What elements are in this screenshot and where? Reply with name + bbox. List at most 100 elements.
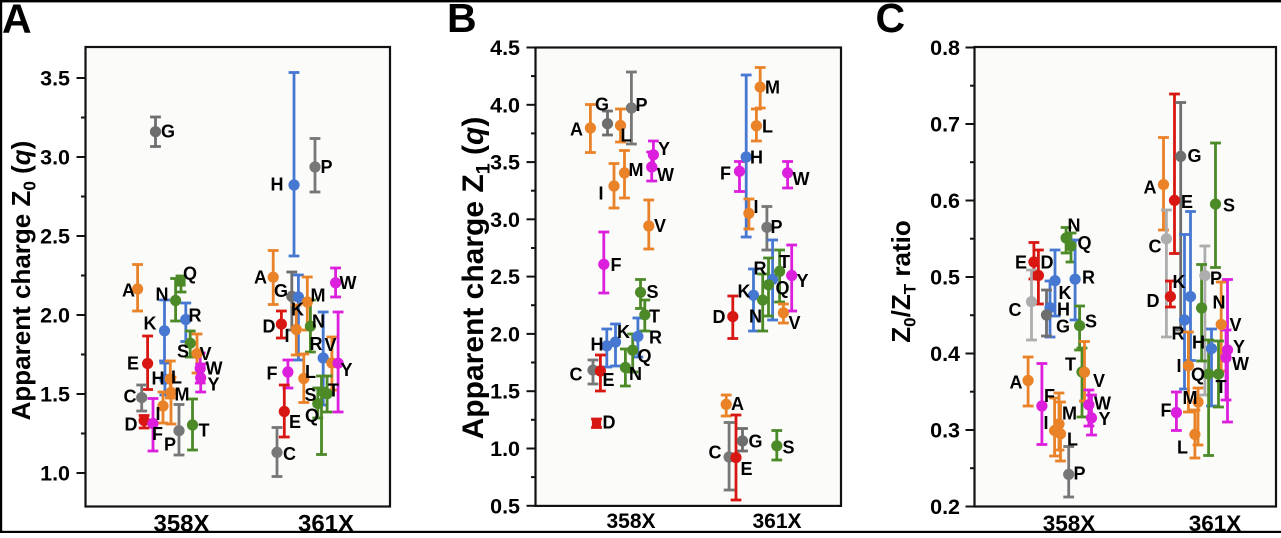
svg-text:R: R <box>754 259 767 279</box>
svg-text:361X: 361X <box>298 511 354 534</box>
svg-text:F: F <box>1161 401 1172 421</box>
svg-text:G: G <box>595 95 609 115</box>
svg-text:I: I <box>598 184 603 204</box>
svg-text:1.0: 1.0 <box>490 437 520 461</box>
svg-text:S: S <box>1223 196 1235 216</box>
svg-text:A: A <box>570 120 583 140</box>
svg-text:S: S <box>646 282 658 302</box>
svg-text:K: K <box>1059 283 1072 303</box>
svg-text:N: N <box>1068 216 1081 236</box>
svg-text:I: I <box>284 326 289 346</box>
svg-text:L: L <box>1177 438 1188 458</box>
svg-text:E: E <box>1181 192 1193 212</box>
svg-text:L: L <box>1067 430 1078 450</box>
svg-text:A: A <box>731 394 744 414</box>
svg-text:M: M <box>175 385 190 405</box>
svg-text:F: F <box>1044 386 1055 406</box>
svg-text:I: I <box>1176 356 1181 376</box>
svg-text:B: B <box>447 0 477 41</box>
svg-text:F: F <box>720 164 731 184</box>
svg-text:N: N <box>1213 293 1226 313</box>
svg-text:V: V <box>1093 371 1105 391</box>
svg-text:4.0: 4.0 <box>490 93 520 117</box>
svg-text:S: S <box>782 438 794 458</box>
svg-text:4.5: 4.5 <box>490 36 520 60</box>
svg-text:E: E <box>127 354 139 374</box>
svg-text:L: L <box>621 126 632 146</box>
svg-text:E: E <box>602 370 614 390</box>
svg-text:0.2: 0.2 <box>930 495 960 519</box>
svg-text:W: W <box>340 273 357 293</box>
svg-text:H: H <box>1057 300 1070 320</box>
svg-text:0.3: 0.3 <box>930 419 960 443</box>
svg-text:D: D <box>125 415 138 435</box>
svg-text:D: D <box>263 317 276 337</box>
svg-text:0.4: 0.4 <box>930 342 960 366</box>
svg-text:2.0: 2.0 <box>40 304 70 328</box>
svg-text:W: W <box>1094 394 1111 414</box>
svg-text:K: K <box>291 300 304 320</box>
svg-text:Y: Y <box>658 139 670 159</box>
svg-text:C: C <box>876 0 906 41</box>
svg-text:W: W <box>793 169 810 189</box>
svg-text:H: H <box>152 369 165 389</box>
svg-text:F: F <box>267 364 278 384</box>
svg-text:S: S <box>1085 312 1097 332</box>
svg-text:W: W <box>206 359 223 379</box>
svg-text:0.5: 0.5 <box>930 266 960 290</box>
svg-text:358X: 358X <box>1043 511 1096 533</box>
svg-text:E: E <box>740 459 752 479</box>
svg-text:Q: Q <box>305 406 319 426</box>
svg-text:S: S <box>304 385 316 405</box>
svg-text:3.5: 3.5 <box>40 67 70 91</box>
svg-text:I: I <box>753 197 758 217</box>
svg-text:Q: Q <box>183 264 197 284</box>
svg-text:T: T <box>649 307 660 327</box>
svg-text:T: T <box>779 252 790 272</box>
svg-text:V: V <box>324 335 336 355</box>
svg-text:2.5: 2.5 <box>490 265 520 289</box>
svg-text:H: H <box>271 175 284 195</box>
svg-text:L: L <box>762 117 773 137</box>
svg-text:D: D <box>603 413 616 433</box>
svg-text:Y: Y <box>207 375 219 395</box>
svg-text:N: N <box>629 364 642 384</box>
svg-text:F: F <box>152 424 163 444</box>
svg-text:D: D <box>1041 253 1054 273</box>
svg-text:Q: Q <box>1191 365 1205 385</box>
svg-text:Q: Q <box>775 278 789 298</box>
svg-text:D: D <box>1147 291 1160 311</box>
svg-text:R: R <box>649 328 662 348</box>
svg-text:C: C <box>124 387 137 407</box>
svg-text:K: K <box>617 322 630 342</box>
svg-text:K: K <box>144 314 157 334</box>
svg-text:N: N <box>749 307 762 327</box>
svg-text:H: H <box>591 335 604 355</box>
svg-text:1.5: 1.5 <box>40 383 70 407</box>
svg-text:R: R <box>1172 324 1185 344</box>
svg-text:C: C <box>1149 237 1162 257</box>
svg-text:V: V <box>199 344 211 364</box>
svg-text:0.5: 0.5 <box>490 494 520 518</box>
svg-text:W: W <box>657 165 674 185</box>
svg-text:P: P <box>1073 464 1085 484</box>
svg-text:T: T <box>199 421 210 441</box>
svg-text:A: A <box>122 281 135 301</box>
svg-text:A: A <box>1144 178 1157 198</box>
svg-text:R: R <box>310 334 323 354</box>
svg-text:0.7: 0.7 <box>930 113 960 137</box>
svg-text:K: K <box>1173 272 1186 292</box>
svg-text:A: A <box>254 268 267 288</box>
svg-text:R: R <box>1082 268 1095 288</box>
svg-text:G: G <box>1056 317 1070 337</box>
svg-text:361X: 361X <box>1189 511 1242 533</box>
svg-text:2.0: 2.0 <box>490 322 520 346</box>
svg-text:M: M <box>1183 388 1198 408</box>
svg-text:P: P <box>1210 269 1222 289</box>
svg-text:A: A <box>2 0 32 42</box>
svg-text:T: T <box>328 381 339 401</box>
svg-text:K: K <box>738 282 751 302</box>
svg-text:R: R <box>189 306 202 326</box>
svg-text:P: P <box>320 157 332 177</box>
svg-text:P: P <box>635 95 647 115</box>
